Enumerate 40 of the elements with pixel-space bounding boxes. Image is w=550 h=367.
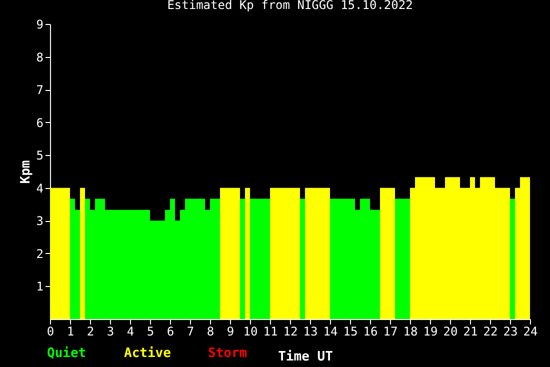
x-tick-label: 20 bbox=[443, 324, 458, 338]
x-tick-label: 17 bbox=[383, 324, 398, 338]
x-tick-label: 6 bbox=[166, 324, 174, 338]
y-tick-label: 5 bbox=[36, 148, 44, 163]
x-tick-label: 14 bbox=[323, 324, 338, 338]
x-tick-label: 5 bbox=[146, 324, 154, 338]
text: Quiet bbox=[47, 346, 86, 361]
x-axis-title: Time UT bbox=[278, 350, 334, 364]
x-tick-label: 15 bbox=[343, 324, 358, 338]
x-tick-label: 23 bbox=[503, 324, 518, 338]
y-tick-label: 2 bbox=[36, 246, 44, 261]
x-tick-label: 9 bbox=[226, 324, 234, 338]
x-tick-label: 2 bbox=[86, 324, 94, 338]
x-tick-label: 19 bbox=[423, 324, 438, 338]
y-tick-label: 4 bbox=[36, 181, 44, 196]
x-tick-label: 8 bbox=[206, 324, 214, 338]
x-tick-label: 24 bbox=[523, 324, 538, 338]
x-tick-label: 10 bbox=[243, 324, 258, 338]
y-tick-label: 9 bbox=[36, 18, 44, 32]
x-tick-label: 11 bbox=[263, 324, 278, 338]
y-tick-label: 3 bbox=[36, 214, 44, 228]
y-tick-label: 1 bbox=[36, 280, 44, 294]
x-tick-label: 4 bbox=[126, 324, 134, 338]
x-tick-label: 22 bbox=[483, 324, 498, 338]
x-tick-label: 21 bbox=[463, 324, 478, 338]
legend-label: Storm bbox=[208, 346, 248, 361]
x-tick-label: 13 bbox=[303, 324, 318, 338]
x-tick-label: 1 bbox=[66, 324, 74, 338]
y-tick-label: 8 bbox=[36, 50, 44, 64]
y-tick-label: 6 bbox=[36, 116, 44, 130]
chart-title: Estimated Kp from NIGGG 15.10.2022 bbox=[167, 0, 413, 12]
x-tick-label: 3 bbox=[106, 324, 114, 338]
x-tick-label: 7 bbox=[186, 324, 194, 338]
x-tick-label: 0 bbox=[46, 324, 54, 338]
y-axis-title: Kpm bbox=[18, 160, 34, 184]
x-tick-label: 12 bbox=[283, 324, 298, 338]
x-tick-label: 18 bbox=[403, 324, 418, 338]
y-tick-label: 7 bbox=[36, 83, 44, 98]
text: Active bbox=[124, 346, 172, 361]
x-tick-label: 16 bbox=[363, 324, 378, 338]
